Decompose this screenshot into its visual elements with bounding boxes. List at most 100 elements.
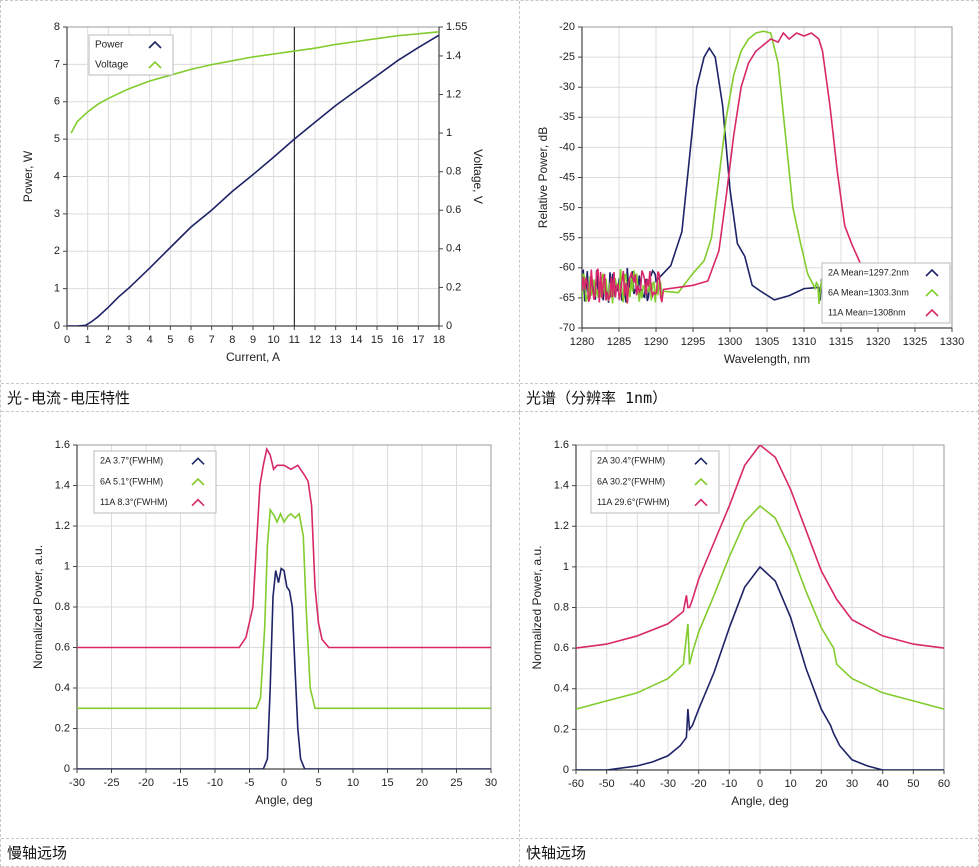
- x-tick-label: 9: [250, 334, 256, 346]
- y-tick-label: 1.2: [554, 520, 569, 532]
- legend-marker: [148, 40, 162, 49]
- legend-label: 11A Mean=1308nm: [828, 307, 906, 317]
- x-tick-label: 1: [85, 334, 91, 346]
- x-axis-label: Angle, deg: [731, 794, 788, 808]
- y-tick-label: 8: [54, 21, 60, 33]
- x-tick-label: 14: [350, 334, 362, 346]
- y-tick-label: 2: [54, 245, 60, 257]
- y2-tick-label: 1.4: [446, 50, 461, 62]
- x-tick-label: 8: [229, 334, 235, 346]
- legend-marker: [191, 457, 205, 465]
- y-tick-label: -65: [559, 292, 575, 304]
- x-tick-label: 1290: [644, 336, 668, 348]
- legend-label: 2A 30.4°(FWHM): [597, 456, 665, 466]
- legend-marker: [191, 498, 205, 507]
- caption-liv: 光-电流-电压特性: [1, 383, 519, 411]
- y2-tick-label: 0.2: [446, 281, 461, 293]
- x-tick-label: -60: [568, 778, 584, 790]
- legend-marker: [148, 60, 162, 69]
- x-tick-label: 10: [347, 777, 359, 789]
- y2-axis-label: Voltage, V: [471, 149, 485, 204]
- x-tick-label: -25: [104, 777, 120, 789]
- chart-spectrum: 1280 1285 1290 1295 1300 1305 1310 1315 1320 1325…: [536, 21, 964, 366]
- legend-label: 11A 29.6°(FWHM): [597, 497, 669, 507]
- y-tick-label: 0: [54, 320, 60, 332]
- x-tick-label: 1330: [940, 336, 964, 348]
- x-tick-label: -30: [69, 777, 85, 789]
- x-tick-label: -5: [245, 777, 255, 789]
- y-tick-label: 0.4: [554, 683, 569, 695]
- caption-slow-axis: 慢轴远场: [1, 838, 519, 866]
- legend-label: 11A 8.3°(FWHM): [100, 497, 167, 507]
- x-tick-label: 11: [289, 334, 300, 346]
- x-tick-label: -40: [629, 778, 645, 790]
- y-axis-label: Normalized Power, a.u.: [530, 545, 544, 669]
- y-tick-label: 1.6: [554, 439, 569, 451]
- y-axis-label: Normalized Power, a.u.: [31, 545, 45, 669]
- x-tick-label: 7: [209, 334, 215, 346]
- x-tick-label: 60: [938, 778, 950, 790]
- y-tick-label: 0: [64, 763, 70, 775]
- cell-slow-axis: -30 -25 -20 -15 -10 -5 0 5 10 15 20 25 30 0 0.2 0.4 0.6 0…: [1, 412, 520, 867]
- x-axis-label: Current, A: [226, 350, 280, 364]
- series-line-6a: [576, 504, 944, 710]
- y2-tick-label: 0.8: [446, 166, 461, 178]
- x-tick-label: 12: [309, 334, 321, 346]
- x-tick-label: 15: [371, 334, 383, 346]
- y-tick-label: 5: [54, 133, 60, 145]
- y2-tick-label: 1.2: [446, 88, 461, 100]
- series-line-6a: [582, 30, 838, 305]
- y-tick-label: -40: [559, 141, 575, 153]
- x-tick-label: 1315: [829, 336, 853, 348]
- x-tick-label: 5: [167, 334, 173, 346]
- y-tick-label: 0: [563, 764, 569, 776]
- x-tick-label: -50: [599, 778, 615, 790]
- y-tick-label: 6: [54, 96, 60, 108]
- y-tick-label: -25: [559, 51, 575, 63]
- legend-label: Power: [95, 40, 124, 51]
- y-tick-label: 0.6: [55, 641, 70, 653]
- chart-fast-axis: -60 -50 -40 -30 -20 -10 0 10 20 30 40 50 60 0 0.2 0.4 0.…: [530, 439, 950, 808]
- y-axis-label: Relative Power, dB: [536, 127, 550, 228]
- y2-tick-label: 0.4: [446, 243, 461, 255]
- legend-marker: [694, 498, 708, 507]
- cell-spectrum: 1280 1285 1290 1295 1300 1305 1310 1315 1320 1325…: [520, 1, 979, 412]
- y-tick-label: -55: [559, 232, 575, 244]
- y-tick-label: 0.4: [55, 682, 70, 694]
- y-tick-label: 0.2: [554, 723, 569, 735]
- x-tick-label: 30: [846, 778, 858, 790]
- y-tick-label: -60: [559, 262, 575, 274]
- x-tick-label: 5: [315, 777, 321, 789]
- x-tick-label: -15: [173, 777, 189, 789]
- y2-tick-label: 1.55: [446, 21, 467, 33]
- legend-box: [88, 34, 174, 76]
- y-tick-label: 0.2: [55, 722, 70, 734]
- x-tick-label: -10: [207, 777, 223, 789]
- y-tick-label: 3: [54, 208, 60, 220]
- chart-slow-axis: -30 -25 -20 -15 -10 -5 0 5 10 15 20 25 30 0 0.2 0.4 0.6 0…: [31, 439, 497, 807]
- x-tick-label: 1300: [718, 336, 742, 348]
- x-tick-label: 16: [392, 334, 404, 346]
- legend-label: 6A 30.2°(FWHM): [597, 476, 665, 486]
- x-tick-label: 15: [381, 777, 393, 789]
- x-tick-label: 20: [416, 777, 428, 789]
- x-tick-label: 1295: [681, 336, 705, 348]
- x-tick-label: 2: [105, 334, 111, 346]
- y2-tick-label: 1: [446, 127, 452, 139]
- x-tick-label: 1310: [792, 336, 816, 348]
- x-tick-label: 10: [785, 778, 797, 790]
- x-tick-label: -30: [660, 778, 676, 790]
- legend-marker: [694, 457, 708, 465]
- series-line-2a: [77, 567, 491, 769]
- y-tick-label: 0.6: [554, 642, 569, 654]
- legend-marker: [694, 477, 708, 486]
- y-tick-label: 0.8: [55, 601, 70, 613]
- series-line-11a: [576, 445, 944, 649]
- y-tick-label: 1: [54, 283, 60, 295]
- x-tick-label: 4: [147, 334, 153, 346]
- x-tick-label: 6: [188, 334, 194, 346]
- x-tick-label: 1325: [903, 336, 927, 348]
- y-tick-label: 0.8: [554, 601, 569, 613]
- y-tick-label: 1: [563, 561, 569, 573]
